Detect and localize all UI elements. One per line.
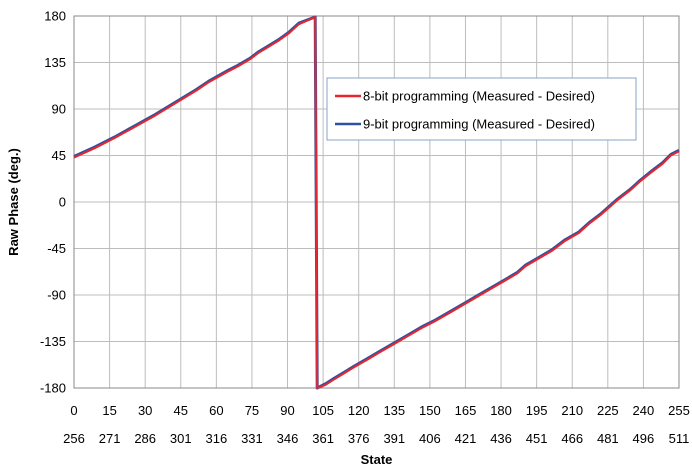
y-tick-label: -90 [47, 288, 66, 303]
y-tick-label: 90 [52, 102, 66, 117]
series-layer [73, 15, 680, 390]
grid [73, 15, 680, 389]
x-tick-label-primary: 240 [633, 403, 655, 418]
y-tick-label: 0 [59, 195, 66, 210]
x-tick-label-secondary: 271 [99, 431, 121, 446]
x-tick-label-primary: 60 [209, 403, 223, 418]
x-tick-label-secondary: 481 [597, 431, 619, 446]
x-tick-label-secondary: 376 [348, 431, 370, 446]
y-tick-label: -180 [40, 381, 66, 396]
y-tick-label: 135 [44, 55, 66, 70]
x-tick-label-primary: 30 [138, 403, 152, 418]
x-tick-label-secondary: 256 [63, 431, 85, 446]
x-tick-label-primary: 210 [561, 403, 583, 418]
x-tick-label-primary: 75 [245, 403, 259, 418]
x-tick-label-secondary: 316 [206, 431, 228, 446]
x-tick-label-primary: 135 [383, 403, 405, 418]
legend-label-9bit: 9-bit programming (Measured - Desired) [363, 117, 595, 132]
x-tick-label-secondary: 466 [561, 431, 583, 446]
legend-label-8bit: 8-bit programming (Measured - Desired) [363, 89, 595, 104]
x-tick-label-secondary: 451 [526, 431, 548, 446]
x-tick-label-secondary: 511 [669, 431, 690, 446]
y-tick-label: -135 [40, 334, 66, 349]
y-axis-title: Raw Phase (deg.) [6, 148, 21, 256]
x-tick-label-secondary: 406 [419, 431, 441, 446]
x-tick-label-secondary: 301 [170, 431, 192, 446]
x-tick-label-secondary: 496 [633, 431, 655, 446]
x-tick-label-primary: 15 [102, 403, 116, 418]
x-tick-label-primary: 90 [280, 403, 294, 418]
x-tick-label-secondary: 361 [312, 431, 334, 446]
x-tick-label-primary: 255 [668, 403, 690, 418]
x-axis-title: State [361, 452, 393, 467]
x-tick-label-primary: 120 [348, 403, 370, 418]
x-tick-label-primary: 150 [419, 403, 441, 418]
x-tick-label-primary: 105 [312, 403, 334, 418]
plot-frame [73, 15, 680, 389]
x-tick-label-secondary: 436 [490, 431, 512, 446]
x-tick-label-secondary: 391 [383, 431, 405, 446]
series-line-8bit [73, 16, 680, 389]
legend-box [326, 77, 637, 141]
y-tick-label: -45 [47, 241, 66, 256]
x-tick-label-secondary: 286 [134, 431, 156, 446]
x-tick-label-primary: 180 [490, 403, 512, 418]
y-tick-label: 180 [44, 9, 66, 24]
x-axis-ticks-secondary: 256 271 286 301 316 331 346 361 376 391 406 421 436 4… [63, 431, 689, 446]
x-tick-label-primary: 225 [597, 403, 619, 418]
x-tick-label-secondary: 421 [455, 431, 477, 446]
x-tick-label-secondary: 331 [241, 431, 263, 446]
x-axis-ticks-primary: 0 15 30 45 60 75 90 105 120 135 150 165 180 195 210 225… [70, 403, 689, 418]
y-tick-label: 45 [52, 148, 66, 163]
x-tick-label-primary: 45 [174, 403, 188, 418]
x-tick-label-primary: 165 [455, 403, 477, 418]
y-axis-ticks: 180 135 90 45 0 -45 -90 -135 -180 [40, 9, 66, 396]
x-tick-label-secondary: 346 [277, 431, 299, 446]
x-tick-label-primary: 0 [70, 403, 77, 418]
x-tick-label-primary: 195 [526, 403, 548, 418]
legend: 8-bit programming (Measured - Desired) 9… [326, 77, 637, 141]
